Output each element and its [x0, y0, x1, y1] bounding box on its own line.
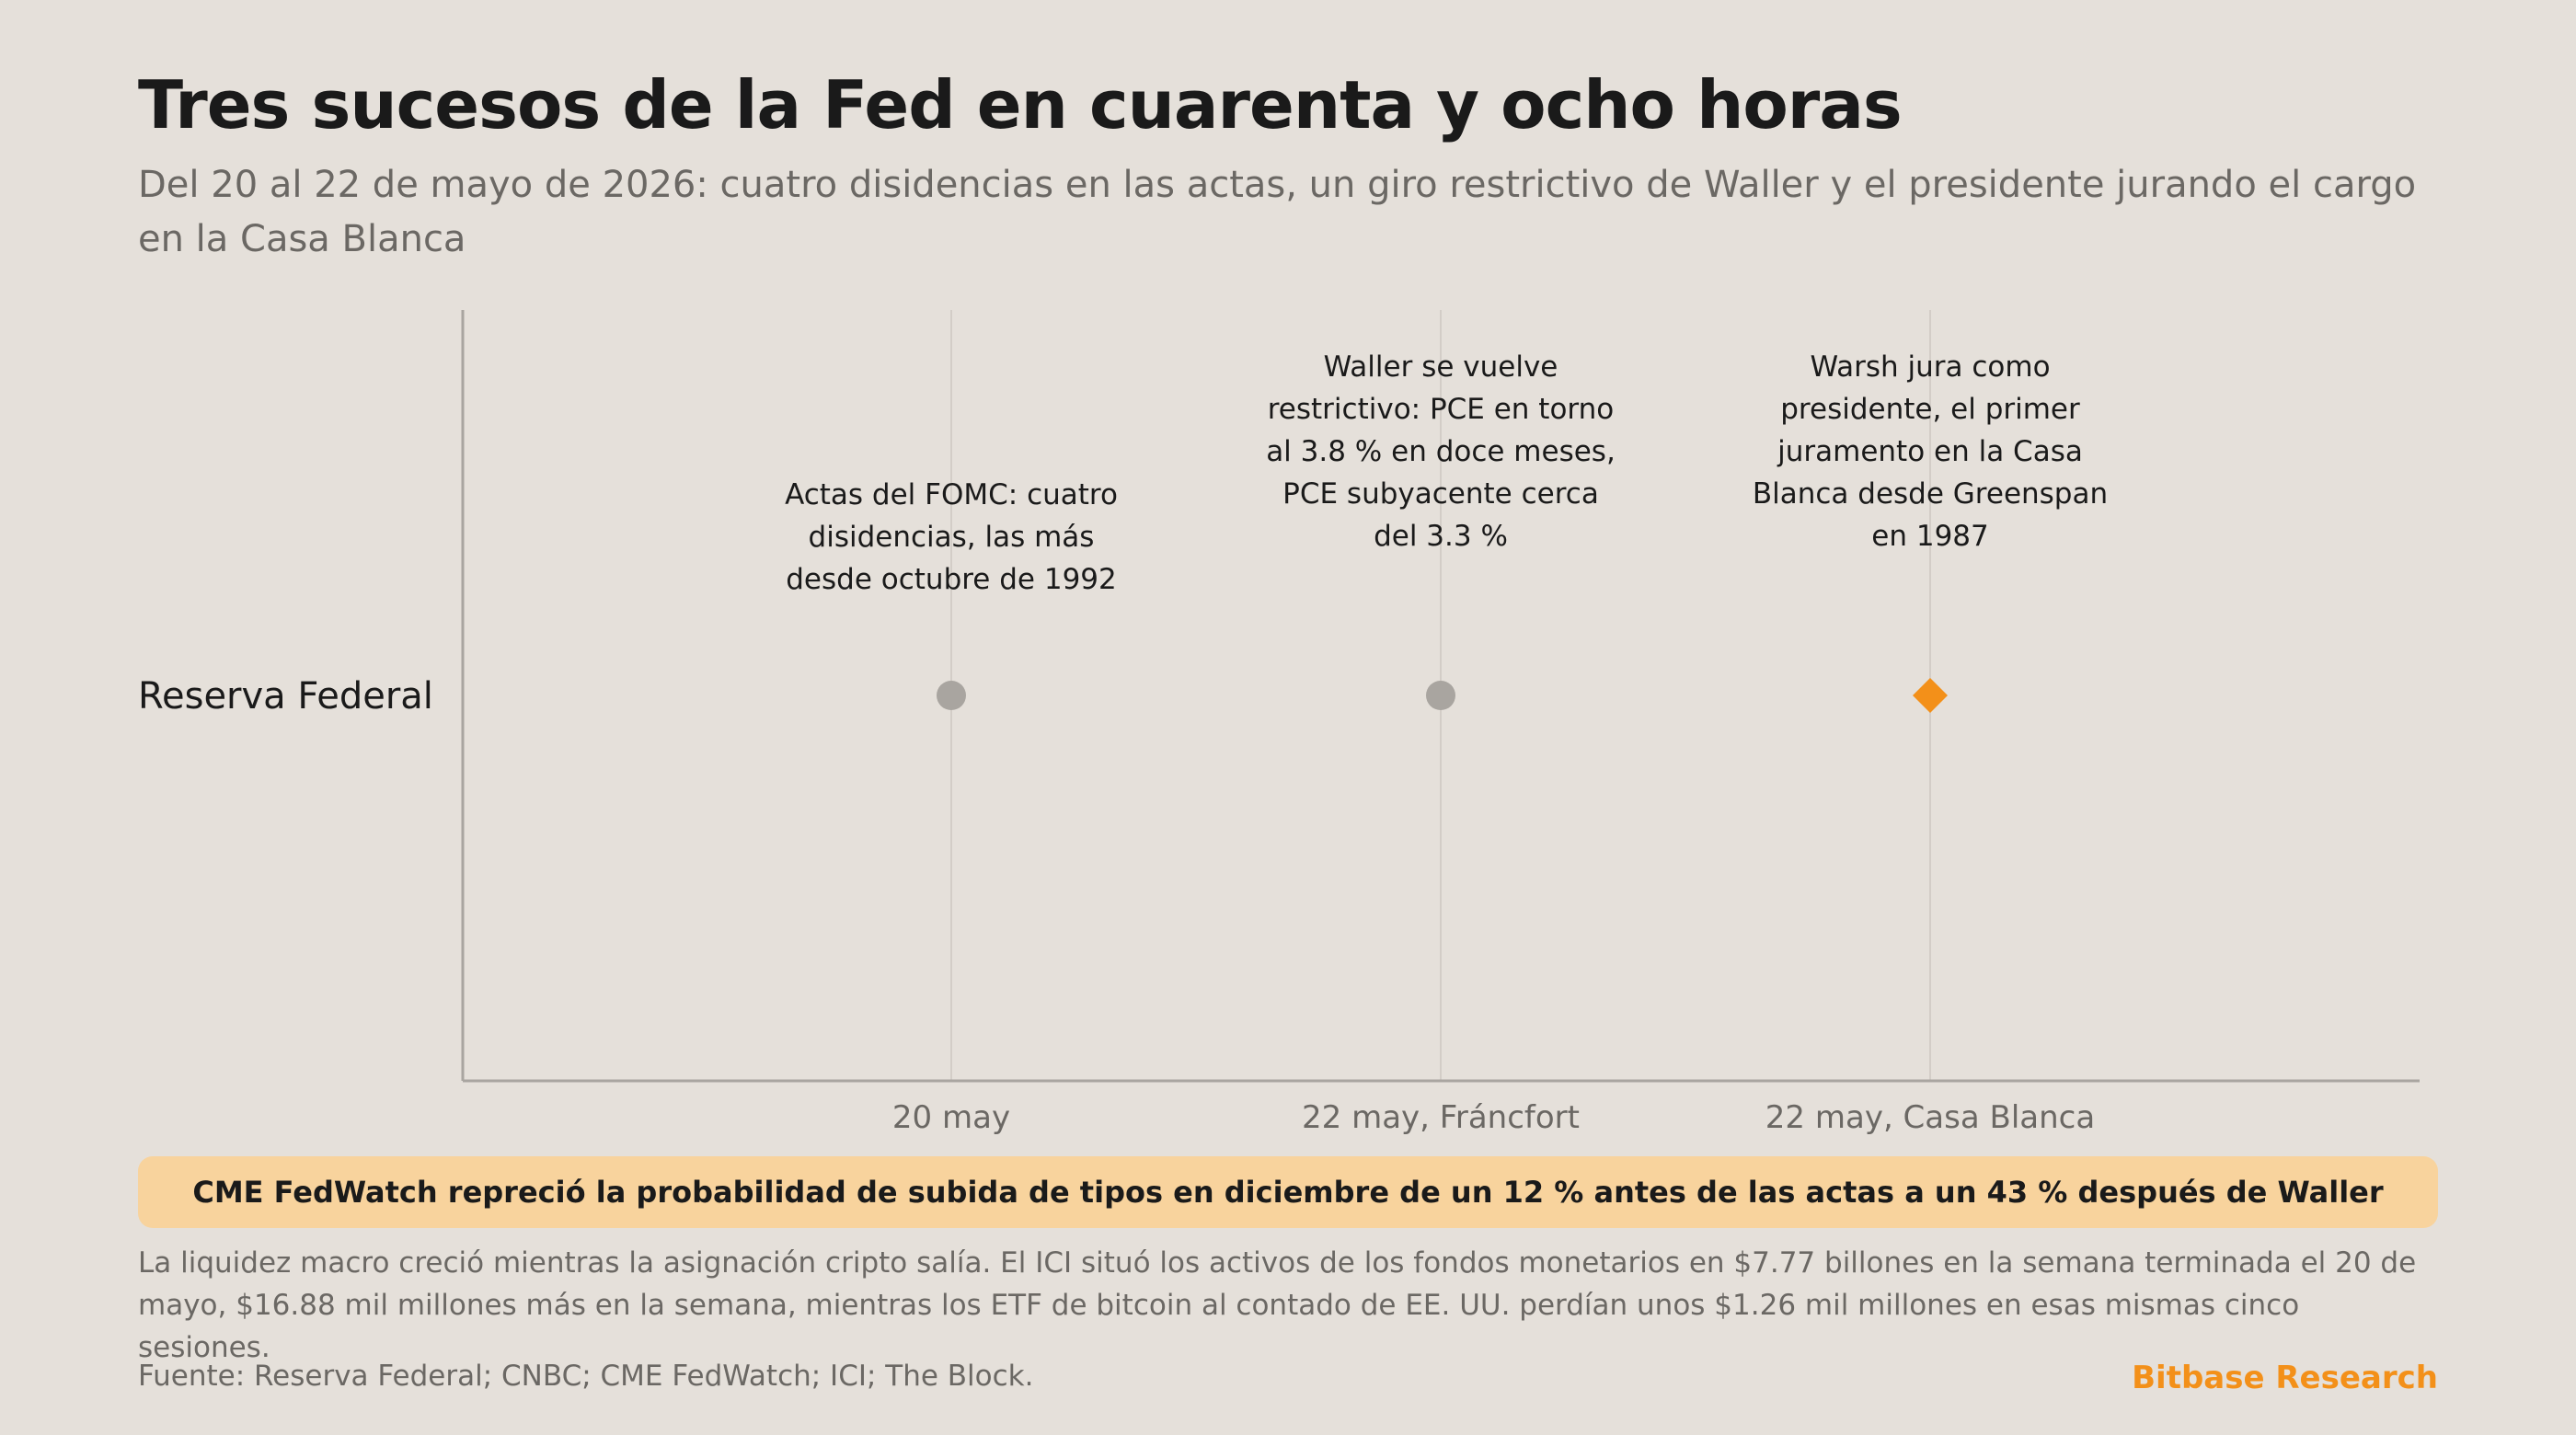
x-tick-label: 20 may	[892, 1099, 1010, 1136]
row-label: Reserva Federal	[138, 675, 433, 718]
brand-logo-text: Bitbase Research	[2132, 1360, 2438, 1396]
event-marker	[937, 681, 966, 710]
timeline-chart: Reserva Federal Actas del FOMC: cuatro dis…	[138, 310, 2420, 1136]
event-marker-diamond	[1913, 678, 1948, 713]
event-annotation: Warsh jura como presidente, el primer jura…	[1753, 350, 2108, 553]
x-tick-label: 22 may, Casa Blanca	[1765, 1099, 2095, 1136]
chart-title: Tres sucesos de la Fed en cuarenta y och…	[138, 66, 1903, 144]
fedwatch-banner: CME FedWatch repreció la probabilidad de…	[138, 1156, 2438, 1228]
event-annotation: Actas del FOMC: cuatro disidencias, las m…	[785, 478, 1118, 596]
event-annotation: Waller se vuelve restrictivo: PCE en torn…	[1266, 350, 1616, 553]
liquidity-note: La liquidez macro creció mientras la asi…	[138, 1246, 2417, 1364]
chart-subtitle: Del 20 al 22 de mayo de 2026: cuatro dis…	[138, 164, 2417, 260]
event-marker	[1426, 681, 1455, 710]
source-note: Fuente: Reserva Federal; CNBC; CME FedWa…	[138, 1360, 1034, 1393]
x-tick-label: 22 may, Fráncfort	[1302, 1099, 1580, 1136]
